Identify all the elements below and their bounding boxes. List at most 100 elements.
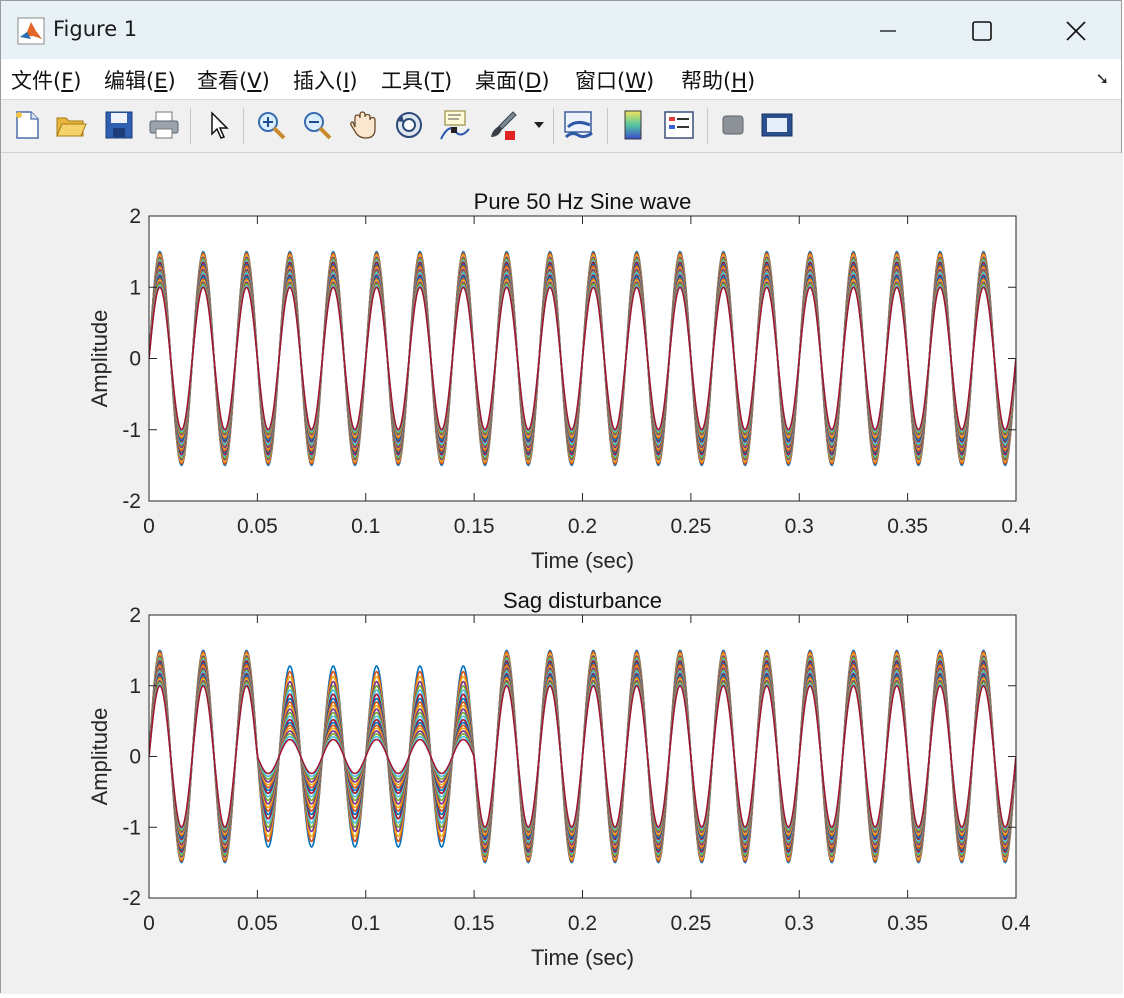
series-line — [149, 286, 1016, 431]
y-tick-label: 1 — [129, 675, 141, 698]
y-tick-label: 1 — [129, 276, 141, 299]
colorbar-button[interactable] — [615, 106, 651, 144]
x-tick-label: 0.2 — [568, 515, 597, 538]
print-icon — [149, 111, 179, 139]
x-tick-label: 0.15 — [454, 912, 495, 935]
toolbar-separator — [553, 108, 554, 144]
subplot-2: 0 0.05 0.1 0.15 0.2 0.25 0.3 0.35 0.4 2 1 0 -1 -2 Sag … — [87, 588, 1031, 970]
zoom-out-button[interactable] — [299, 106, 335, 144]
hide-plot-tools-icon — [722, 115, 744, 135]
x-tick-label: 0.3 — [785, 515, 814, 538]
y-tick-label: 2 — [129, 205, 141, 228]
x-axis-label: Time (sec) — [531, 945, 634, 970]
x-tick-label: 0.25 — [670, 515, 711, 538]
zoom-in-icon — [258, 112, 286, 140]
menu-view[interactable]: 查看(V) — [197, 69, 270, 93]
subplot-1: 0 0.05 0.1 0.15 0.2 0.25 0.3 0.35 0.4 2 1 0 -1 -2 Pure… — [87, 189, 1031, 573]
link-plot-button[interactable] — [561, 106, 597, 144]
show-plot-tools-button[interactable] — [759, 106, 795, 144]
figure-canvas: 0 0.05 0.1 0.15 0.2 0.25 0.3 0.35 0.4 2 1 0 -1 -2 Pure… — [1, 153, 1123, 994]
x-tick-label: 0.35 — [887, 912, 928, 935]
x-tick-label: 0.4 — [1001, 515, 1031, 538]
x-tick-label: 0 — [143, 515, 155, 538]
x-axis-label: Time (sec) — [531, 548, 634, 573]
pan-button[interactable] — [345, 106, 381, 144]
x-tick-label: 0.2 — [568, 912, 597, 935]
data-cursor-icon — [440, 110, 470, 140]
x-tick-label: 0.25 — [670, 912, 711, 935]
axes-title: Sag disturbance — [503, 588, 662, 613]
x-tick-label: 0.35 — [887, 515, 928, 538]
open-file-icon — [56, 117, 87, 137]
y-tick-label: -2 — [122, 490, 141, 513]
matlab-logo-icon — [17, 17, 45, 45]
hide-plot-tools-button[interactable] — [715, 106, 751, 144]
pointer-button[interactable] — [201, 106, 237, 144]
close-icon — [1066, 21, 1086, 41]
maximize-icon — [972, 21, 992, 41]
x-tick-label: 0.1 — [351, 515, 380, 538]
brush-dropdown-button[interactable] — [529, 106, 549, 144]
data-cursor-button[interactable] — [437, 106, 473, 144]
open-file-button[interactable] — [53, 106, 89, 144]
minimize-icon — [880, 30, 896, 32]
rotate-3d-icon — [396, 112, 422, 138]
toolbar-separator — [190, 108, 191, 144]
series-group — [149, 649, 1016, 864]
x-tick-label: 0.05 — [237, 912, 278, 935]
x-tick-label: 0.3 — [785, 912, 814, 935]
new-figure-button[interactable] — [9, 106, 45, 144]
x-tick-label: 0.05 — [237, 515, 278, 538]
pointer-icon — [211, 111, 229, 139]
menu-file[interactable]: 文件(F) — [11, 69, 82, 93]
menu-window[interactable]: 窗口(W) — [575, 69, 655, 93]
title-bar: Figure 1 — [1, 1, 1121, 59]
figure-toolbar — [1, 100, 1121, 153]
new-figure-icon — [16, 111, 39, 139]
maximize-button[interactable] — [959, 9, 1005, 53]
y-axis-label: Amplitude — [87, 310, 112, 408]
pan-hand-icon — [350, 111, 376, 139]
x-tick-label: 0.15 — [454, 515, 495, 538]
chevron-down-icon — [534, 122, 544, 128]
x-tick-label: 0.1 — [351, 912, 380, 935]
y-tick-label: -1 — [122, 419, 141, 442]
x-tick-label: 0.4 — [1001, 912, 1031, 935]
figure-plots: 0 0.05 0.1 0.15 0.2 0.25 0.3 0.35 0.4 2 1 0 -1 -2 Pure… — [87, 189, 1031, 970]
colorbar-icon — [624, 110, 642, 140]
menu-tools[interactable]: 工具(T) — [381, 69, 453, 93]
axes-title: Pure 50 Hz Sine wave — [474, 189, 692, 214]
save-icon — [105, 111, 133, 139]
menu-insert[interactable]: 插入(I) — [293, 69, 358, 93]
y-tick-label: -2 — [122, 887, 141, 910]
y-tick-label: -1 — [122, 816, 141, 839]
toolbar-separator — [707, 108, 708, 144]
rotate-3d-button[interactable] — [391, 106, 427, 144]
toolbar-separator — [607, 108, 608, 144]
link-plot-icon — [564, 111, 593, 139]
y-axis-label: Amplitude — [87, 708, 112, 806]
zoom-in-button[interactable] — [253, 106, 289, 144]
legend-icon — [664, 111, 694, 139]
close-button[interactable] — [1053, 9, 1099, 53]
x-tick-label: 0 — [143, 912, 155, 935]
menu-help[interactable]: 帮助(H) — [681, 69, 756, 93]
menu-bar: 文件(F) 编辑(E) 查看(V) 插入(I) 工具(T) 桌面(D) 窗口(W… — [1, 59, 1121, 100]
series-group — [149, 250, 1016, 467]
y-tick-label: 2 — [129, 604, 141, 627]
brush-button[interactable] — [485, 106, 521, 144]
print-button[interactable] — [146, 106, 182, 144]
menu-edit[interactable]: 编辑(E) — [104, 69, 176, 93]
window-title: Figure 1 — [53, 17, 138, 41]
toolbar-separator — [243, 108, 244, 144]
minimize-button[interactable] — [865, 9, 911, 53]
y-tick-label: 0 — [129, 348, 141, 371]
save-button[interactable] — [101, 106, 137, 144]
dock-figure-icon[interactable]: ➘ — [1095, 69, 1109, 88]
show-plot-tools-icon — [761, 113, 793, 137]
zoom-out-icon — [304, 112, 332, 140]
menu-desktop[interactable]: 桌面(D) — [475, 69, 550, 93]
brush-icon — [491, 111, 517, 140]
legend-button[interactable] — [661, 106, 697, 144]
